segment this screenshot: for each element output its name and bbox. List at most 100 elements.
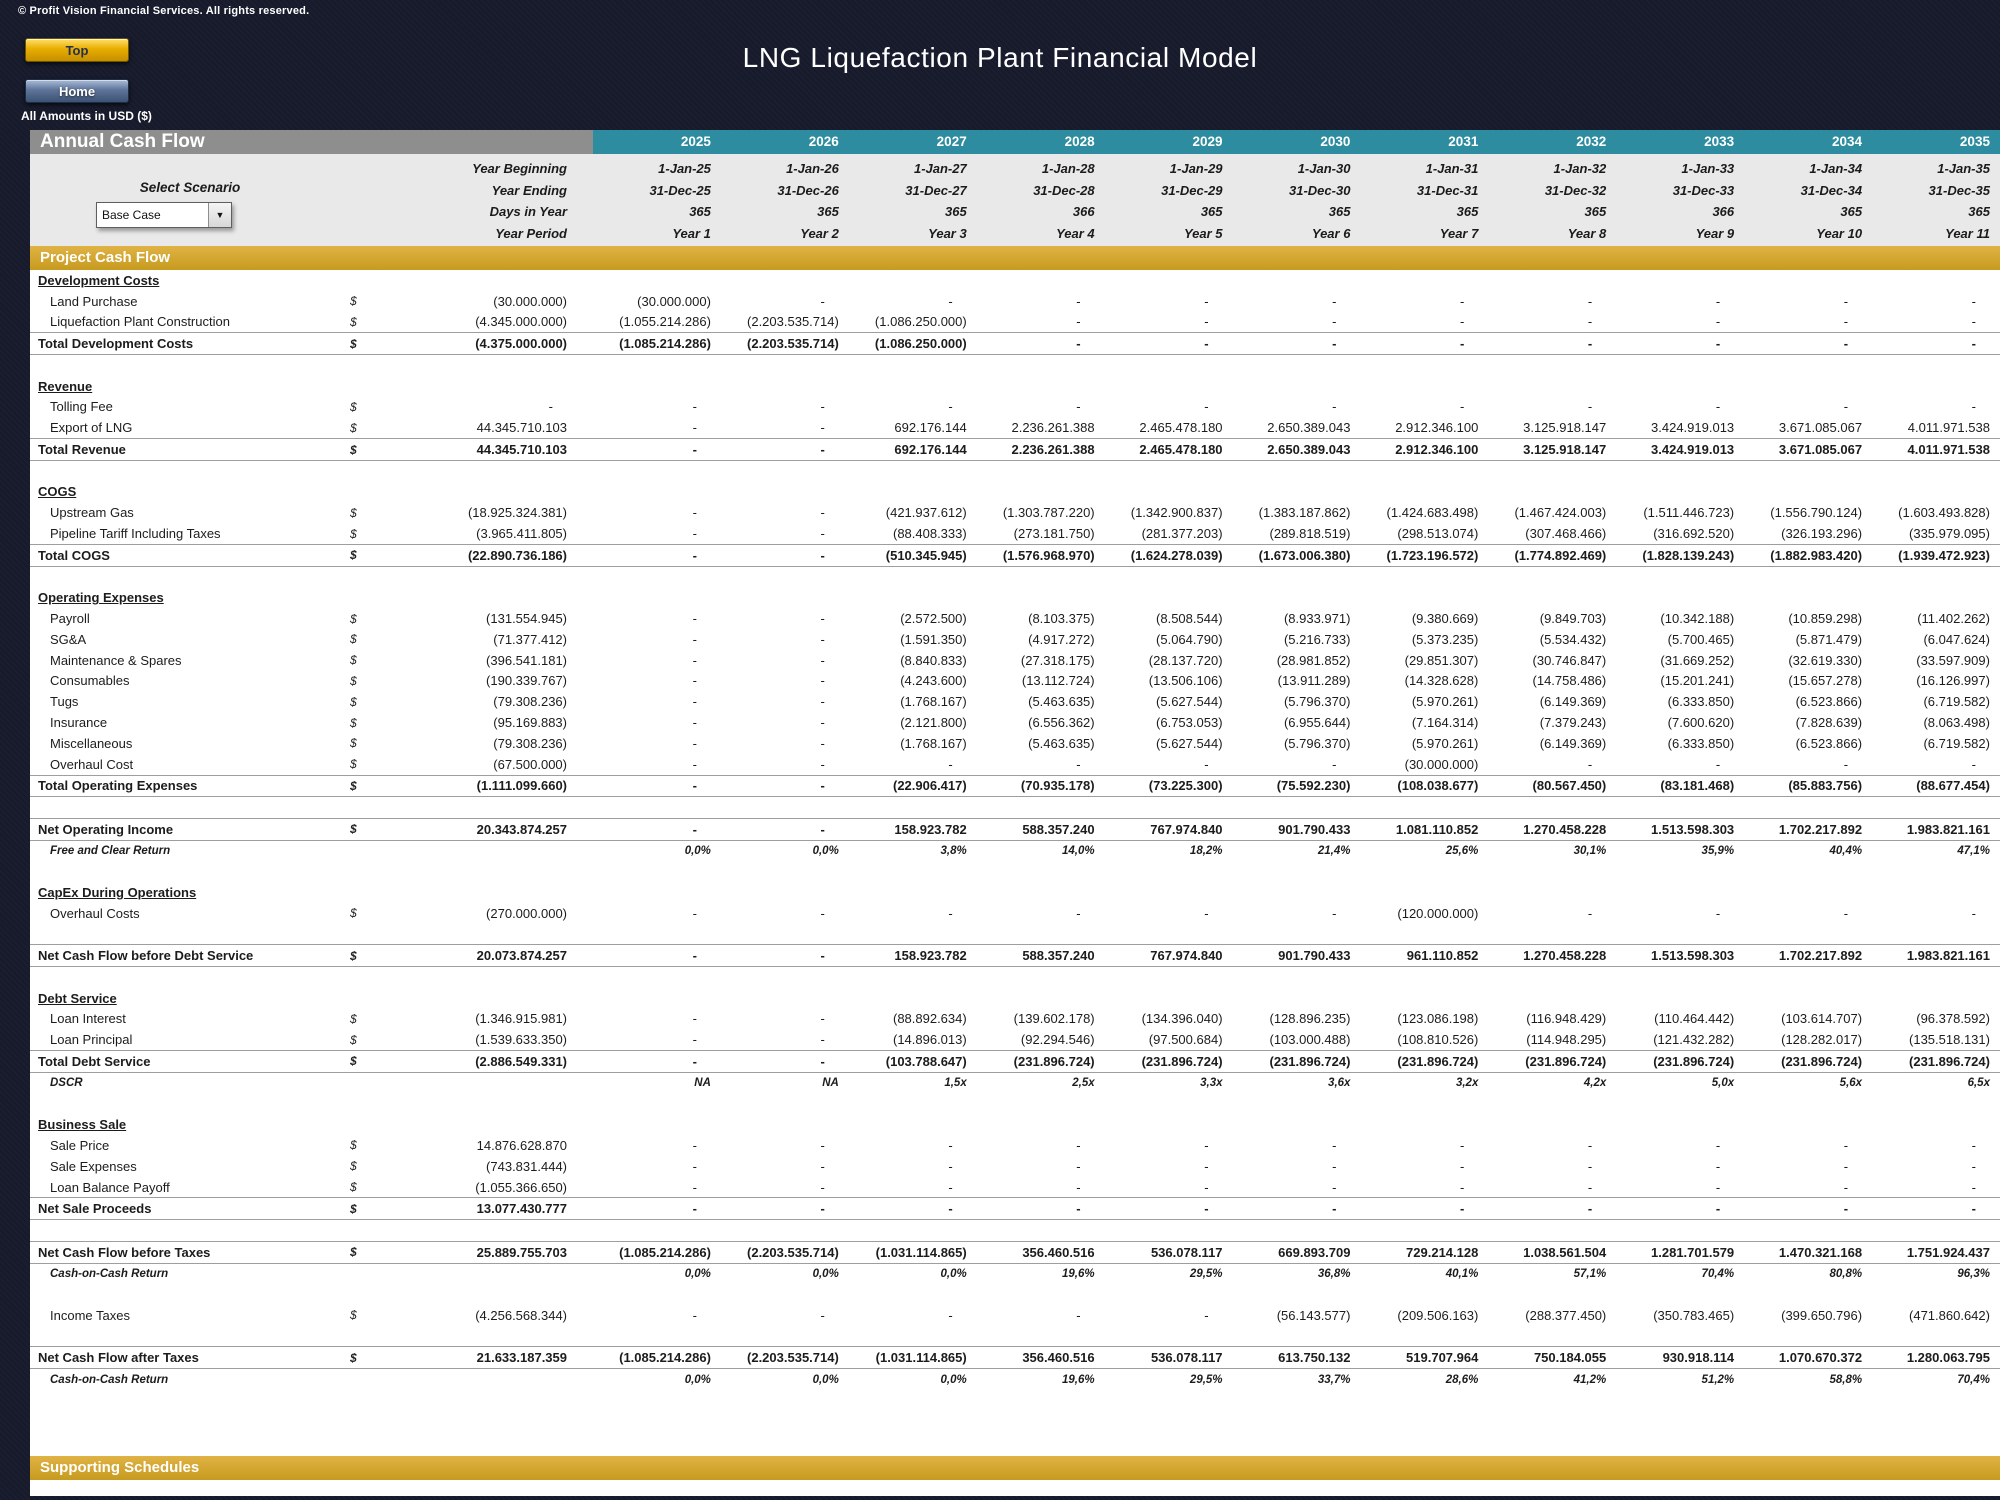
cell-income-taxes-2035[interactable]: (471.860.642) [1909,1307,1990,1323]
cell-days-in-year-2032[interactable]: 365 [1584,204,1607,220]
cell-free-and-clear-return-2029[interactable]: 18,2% [1189,845,1223,858]
cell-cash-on-cash-return-2035[interactable]: 96,3% [1957,1268,1990,1281]
cell-cash-on-cash-return-2025[interactable]: 0,0% [684,1268,711,1281]
cell-net-cash-flow-before-taxes-2033[interactable]: 1.281.701.579 [1651,1244,1735,1260]
cell-land-purchase-2026[interactable]: - [721,294,849,309]
cell-land-purchase-2025[interactable]: (30.000.000) [637,293,711,309]
cell-net-cash-flow-after-taxes-2034[interactable]: 1.070.670.372 [1778,1350,1863,1366]
cell-year-period-2031[interactable]: Year 7 [1439,225,1479,241]
cell-net-cash-flow-before-debt-service-2032[interactable]: 1.270.458.228 [1523,948,1607,964]
row-label[interactable]: Net Cash Flow before Taxes [38,1244,211,1260]
cell-overhaul-cost-2026[interactable]: - [721,757,849,772]
cell-tugs-2031[interactable]: (5.970.261) [1411,694,1479,710]
cell-maintenance-spares-2035[interactable]: (33.597.909) [1916,652,1990,668]
cell-sale-expenses-2035[interactable]: - [1872,1159,2000,1174]
row-label[interactable]: Upstream Gas [50,505,134,521]
row-label[interactable]: Total Development Costs [38,336,194,352]
cell-net-cash-flow-before-taxes-2031[interactable]: 729.214.128 [1406,1244,1479,1260]
cell-total-cogs-2028[interactable]: (1.576.968.970) [1002,547,1095,563]
cell-loan-balance-payoff-2028[interactable]: - [977,1180,1105,1195]
row-label[interactable]: Miscellaneous [50,735,133,751]
cell-net-operating-income-2030[interactable]: 901.790.433 [1278,821,1351,837]
cell-sale-price-2028[interactable]: - [977,1138,1105,1153]
cell-total-development-costs-2035[interactable]: - [1872,336,2000,351]
cell-overhaul-costs-2030[interactable]: - [1233,906,1361,921]
cell-loan-principal-2034[interactable]: (128.282.017) [1781,1032,1863,1048]
cell-net-cash-flow-before-taxes-2032[interactable]: 1.038.561.504 [1523,1244,1607,1260]
cell-tolling-fee-2034[interactable]: - [1744,399,1872,414]
cell-net-cash-flow-before-debt-service-total[interactable]: 20.073.874.257 [476,948,567,964]
cell-maintenance-spares-2033[interactable]: (31.669.252) [1660,652,1735,668]
cell-cash-on-cash-return-2030[interactable]: 36,8% [1317,1268,1351,1281]
cell-total-revenue-2029[interactable]: 2.465.478.180 [1139,442,1223,458]
cell-net-cash-flow-before-taxes-2027[interactable]: (1.031.114.865) [875,1244,967,1260]
year-header-2034[interactable]: 2034 [1832,134,1863,149]
cell-net-cash-flow-before-debt-service-2031[interactable]: 961.110.852 [1406,948,1479,964]
cell-free-and-clear-return-2030[interactable]: 21,4% [1317,845,1351,858]
cell-total-operating-expenses-2027[interactable]: (22.906.417) [892,778,967,794]
cell-total-cogs-2025[interactable]: - [593,548,721,563]
cell-loan-principal-2028[interactable]: (92.294.546) [1020,1032,1095,1048]
cell-consumables-2033[interactable]: (15.201.241) [1660,673,1735,689]
cell-pipeline-tariff-including-taxes-2033[interactable]: (316.692.520) [1653,526,1735,542]
cell-miscellaneous-2030[interactable]: (5.796.370) [1283,735,1351,751]
cell-export-of-lng-total[interactable]: 44.345.710.103 [476,420,567,436]
row-label[interactable]: Maintenance & Spares [50,652,182,668]
cell-sale-expenses-2025[interactable]: - [593,1159,721,1174]
cell-upstream-gas-2026[interactable]: - [721,505,849,520]
cell-loan-interest-2026[interactable]: - [721,1011,849,1026]
cell-total-cogs-2030[interactable]: (1.673.006.380) [1258,547,1351,563]
cell-year-period-2034[interactable]: Year 10 [1816,225,1863,241]
cell-sale-expenses-2032[interactable]: - [1488,1159,1616,1174]
cell-free-and-clear-return-2034[interactable]: 40,4% [1829,845,1863,858]
info-row-label[interactable]: Year Period [495,225,567,241]
cell-total-operating-expenses-2028[interactable]: (70.935.178) [1020,778,1095,794]
cell-land-purchase-2033[interactable]: - [1616,294,1744,309]
cell-loan-balance-payoff-2034[interactable]: - [1744,1180,1872,1195]
cell-miscellaneous-2028[interactable]: (5.463.635) [1028,735,1095,751]
cell-net-cash-flow-after-taxes-2026[interactable]: (2.203.535.714) [747,1350,839,1366]
cell-sg-a-2033[interactable]: (5.700.465) [1667,631,1735,647]
cell-consumables-2028[interactable]: (13.112.724) [1021,673,1095,689]
cell-cash-on-cash-return-2031[interactable]: 28,6% [1445,1373,1479,1386]
cell-net-cash-flow-before-taxes-2029[interactable]: 536.078.117 [1150,1244,1223,1260]
cell-days-in-year-2030[interactable]: 365 [1328,204,1351,220]
cell-payroll-2026[interactable]: - [721,611,849,626]
top-button[interactable]: Top [25,38,129,62]
cell-sale-price-2034[interactable]: - [1744,1138,1872,1153]
cell-net-cash-flow-after-taxes-2035[interactable]: 1.280.063.795 [1906,1350,1990,1366]
cell-loan-interest-2034[interactable]: (103.614.707) [1781,1011,1863,1027]
year-header-2029[interactable]: 2029 [1192,134,1223,149]
cell-overhaul-costs-2031[interactable]: (120.000.000) [1397,905,1479,921]
cell-days-in-year-2035[interactable]: 365 [1968,204,1990,220]
cell-upstream-gas-2029[interactable]: (1.342.900.837) [1130,505,1223,521]
cell-net-cash-flow-before-taxes-total[interactable]: 25.889.755.703 [476,1244,567,1260]
cell-land-purchase-2027[interactable]: - [849,294,977,309]
cell-year-ending-2035[interactable]: 31-Dec-35 [1928,182,1990,198]
cell-loan-principal-2026[interactable]: - [721,1032,849,1047]
cell-tolling-fee-2035[interactable]: - [1872,399,2000,414]
cell-net-operating-income-2025[interactable]: - [593,822,721,837]
cell-overhaul-cost-2031[interactable]: (30.000.000) [1404,756,1479,772]
cell-income-taxes-2028[interactable]: - [977,1308,1105,1323]
cell-land-purchase-2032[interactable]: - [1488,294,1616,309]
chevron-down-icon[interactable]: ▼ [208,203,231,227]
cell-net-cash-flow-before-debt-service-2035[interactable]: 1.983.821.161 [1906,948,1990,964]
row-label[interactable]: SG&A [50,631,87,647]
year-header-2030[interactable]: 2030 [1320,134,1351,149]
row-label[interactable]: Total COGS [38,547,110,563]
cell-total-debt-service-2032[interactable]: (231.896.724) [1525,1053,1607,1069]
cell-net-cash-flow-before-taxes-2026[interactable]: (2.203.535.714) [747,1244,839,1260]
cell-export-of-lng-2034[interactable]: 3.671.085.067 [1778,420,1863,436]
cell-insurance-2032[interactable]: (7.379.243) [1539,715,1607,731]
cell-days-in-year-2026[interactable]: 365 [817,204,839,220]
row-label[interactable]: CapEx During Operations [38,884,197,900]
cell-overhaul-costs-2027[interactable]: - [849,906,977,921]
cell-net-cash-flow-before-debt-service-2027[interactable]: 158.923.782 [894,948,967,964]
cell-net-cash-flow-before-debt-service-2030[interactable]: 901.790.433 [1278,948,1351,964]
cell-total-development-costs-2025[interactable]: (1.085.214.286) [619,336,711,352]
cell-net-cash-flow-before-taxes-2030[interactable]: 669.893.709 [1278,1244,1351,1260]
cell-sale-expenses-2026[interactable]: - [721,1159,849,1174]
cell-total-debt-service-2035[interactable]: (231.896.724) [1909,1053,1990,1069]
row-label[interactable]: Liquefaction Plant Construction [50,314,230,330]
